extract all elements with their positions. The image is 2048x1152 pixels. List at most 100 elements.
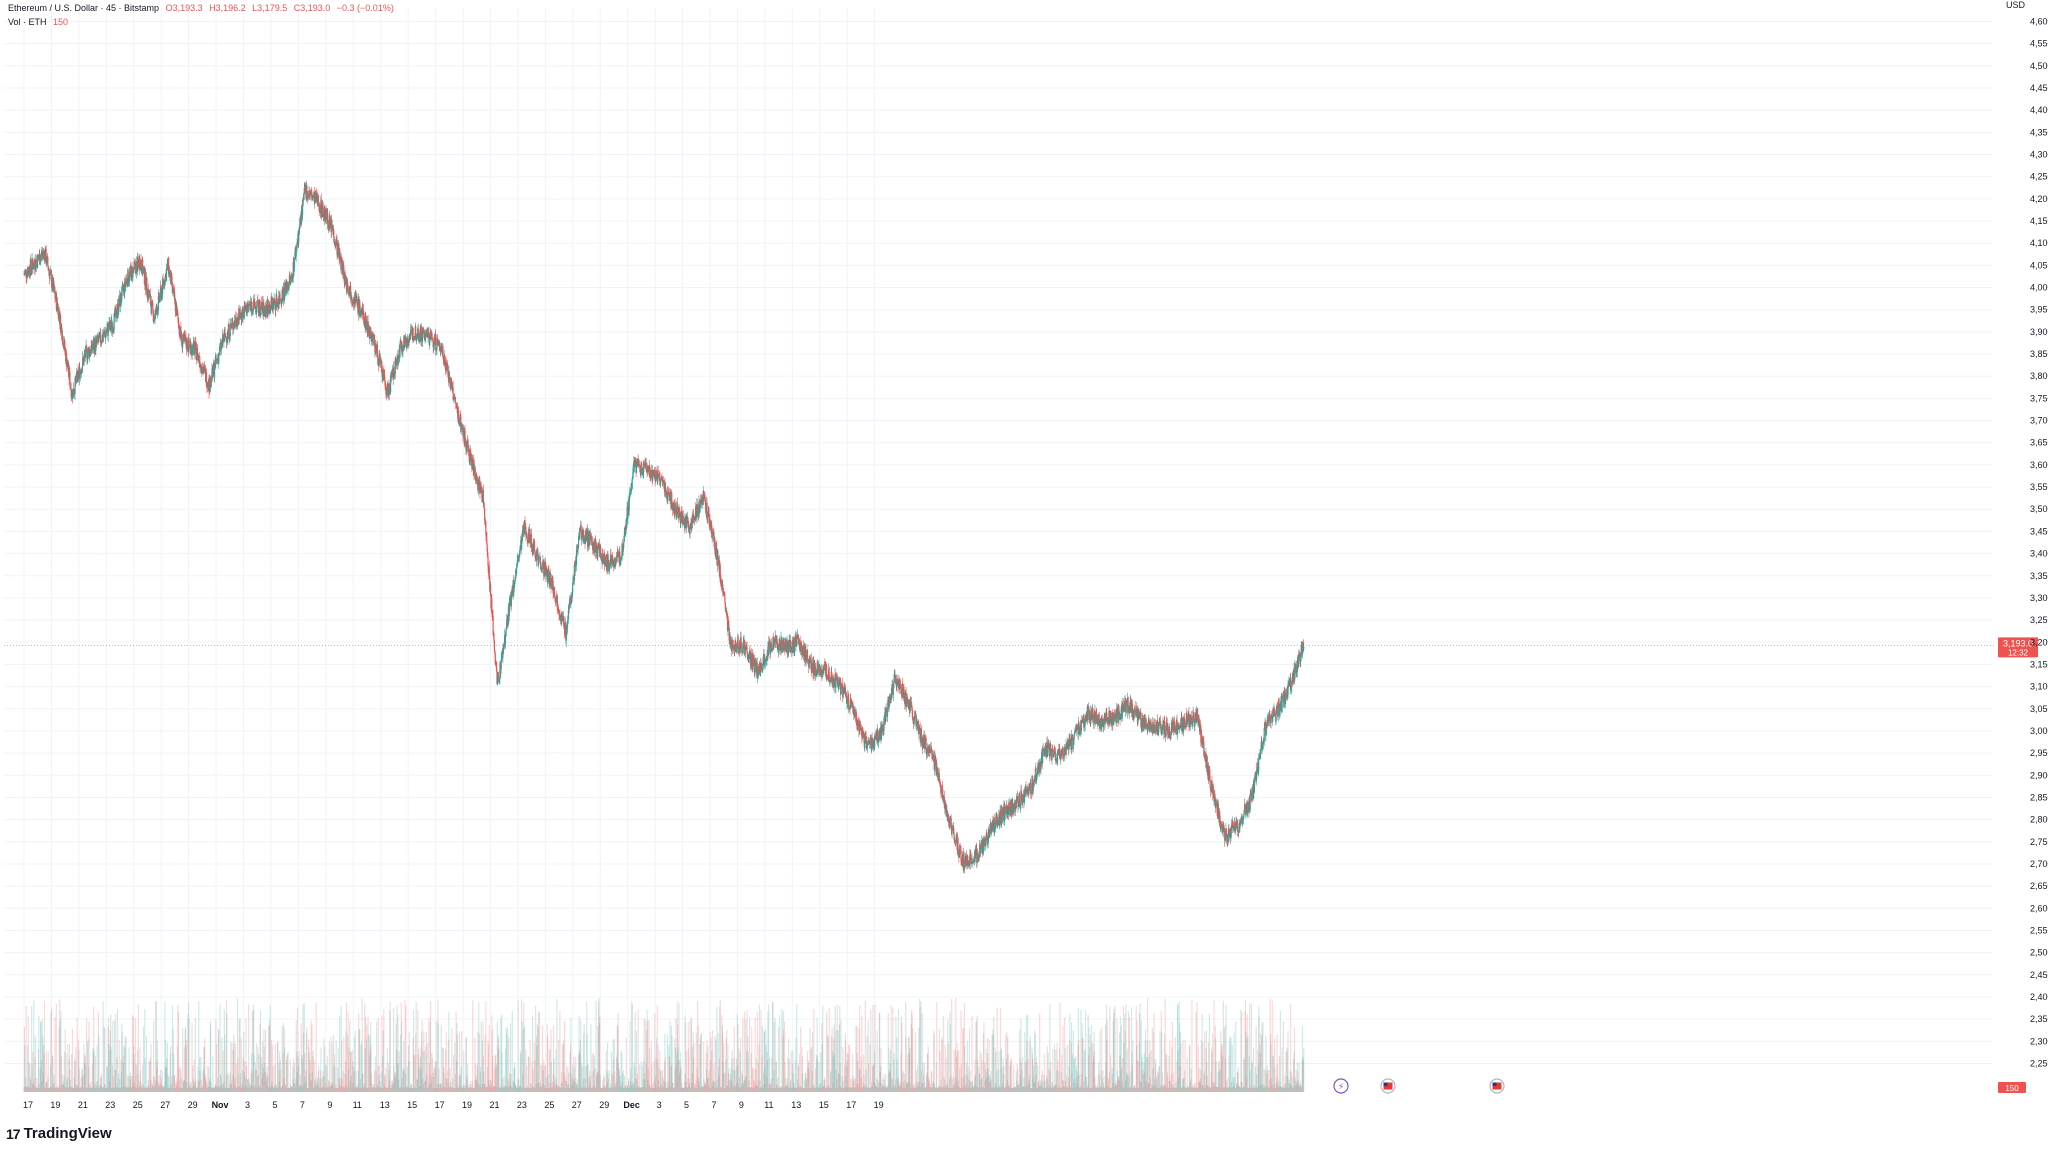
volume-bar <box>559 1010 561 1092</box>
volume-bar <box>373 1070 376 1092</box>
volume-bar <box>357 1084 359 1092</box>
volume-bar <box>516 1088 518 1092</box>
volume-bar <box>721 1025 723 1092</box>
volume-bar <box>664 1057 666 1092</box>
candle-body <box>236 317 239 327</box>
volume-bar <box>945 1085 947 1092</box>
volume-bar <box>267 1086 269 1092</box>
volume-bar <box>1005 1035 1007 1092</box>
candle-body <box>316 193 318 203</box>
volume-bar <box>968 1086 970 1092</box>
volume-bar <box>545 1077 547 1092</box>
volume-bar <box>680 1066 682 1092</box>
volume-bar <box>570 1017 572 1092</box>
volume-bar <box>584 1078 586 1092</box>
volume-bar <box>249 1087 251 1092</box>
volume-bar <box>1045 1087 1047 1092</box>
volume-bar <box>929 1084 931 1092</box>
volume-bar <box>416 1078 418 1092</box>
volume-bar <box>155 1001 157 1092</box>
volume-bar <box>703 1041 705 1092</box>
candle-body <box>135 262 137 275</box>
volume-bar <box>838 1024 840 1092</box>
volume-bar <box>566 1087 568 1092</box>
volume-bar <box>613 1087 615 1092</box>
volume-bar <box>353 1066 355 1092</box>
volume-bar <box>75 1046 77 1092</box>
volume-bar <box>144 1057 146 1092</box>
volume-bar <box>1150 1087 1152 1092</box>
volume-bar <box>769 1084 771 1092</box>
volume-bar <box>1131 1066 1133 1092</box>
volume-bar <box>53 1074 55 1092</box>
volume-bar <box>900 1053 902 1092</box>
volume-bar <box>814 1068 817 1092</box>
volume-bar <box>298 1050 300 1092</box>
volume-bar <box>1118 1076 1120 1092</box>
volume-bar <box>334 1087 336 1092</box>
volume-bar <box>1213 1082 1216 1092</box>
candle-body <box>174 298 177 312</box>
candle-body <box>203 365 205 368</box>
volume-bar <box>1266 1065 1268 1092</box>
volume-bar <box>782 1036 784 1092</box>
volume-bar <box>153 1077 156 1092</box>
volume-bar <box>579 1053 581 1092</box>
volume-bar <box>1163 1084 1165 1092</box>
volume-bar <box>1253 1047 1255 1092</box>
volume-bar <box>1025 1087 1027 1092</box>
volume-bar <box>433 1087 436 1092</box>
volume-bar <box>493 1068 496 1092</box>
volume-bar <box>989 1081 991 1092</box>
candle-body <box>66 364 68 367</box>
volume-bar <box>1205 1048 1207 1092</box>
volume-bar <box>133 1054 135 1092</box>
volume-bar <box>1049 1003 1051 1092</box>
candle-body <box>120 293 122 302</box>
volume-bar <box>338 1077 340 1092</box>
volume-bar <box>377 1066 379 1092</box>
candle-body <box>301 201 304 216</box>
volume-bar <box>854 1087 856 1092</box>
volume-bar <box>206 1087 208 1092</box>
volume-bar <box>879 1012 881 1092</box>
volume-bar <box>365 1039 367 1092</box>
volume-bar <box>224 1087 226 1092</box>
candle-body <box>202 370 205 373</box>
volume-bar <box>922 1083 924 1092</box>
volume-bar <box>434 1068 436 1092</box>
volume-bar <box>424 1050 426 1092</box>
volume-bar <box>210 1082 212 1092</box>
volume-bar <box>1136 1060 1139 1092</box>
volume-bar <box>1295 1069 1297 1092</box>
volume-bar <box>124 1047 126 1092</box>
volume-bar <box>662 1086 664 1092</box>
volume-bar <box>170 1083 173 1092</box>
volume-bar <box>1039 1083 1042 1092</box>
volume-bar <box>569 1052 571 1092</box>
candle-body <box>248 305 250 307</box>
volume-bar <box>128 1086 131 1092</box>
volume-bar <box>382 1087 384 1092</box>
volume-bar <box>1086 1087 1088 1092</box>
candle-body <box>311 195 313 201</box>
candle-body <box>209 376 211 392</box>
volume-bar <box>971 1080 974 1092</box>
volume-bar <box>991 1087 994 1092</box>
volume-bar <box>845 1040 847 1092</box>
volume-bar <box>731 1085 734 1092</box>
volume-bar <box>475 1080 478 1092</box>
volume-bar <box>1010 1088 1012 1092</box>
volume-bar <box>736 1083 738 1092</box>
volume-bar <box>866 1087 869 1092</box>
candle-body <box>192 342 194 355</box>
candle-body <box>79 370 81 380</box>
volume-bar <box>577 1087 579 1092</box>
volume-bar <box>458 1076 460 1092</box>
volume-bar <box>1149 1040 1151 1092</box>
volume-bar <box>315 1002 317 1092</box>
candle-body <box>142 269 145 271</box>
candle-body <box>316 201 319 203</box>
